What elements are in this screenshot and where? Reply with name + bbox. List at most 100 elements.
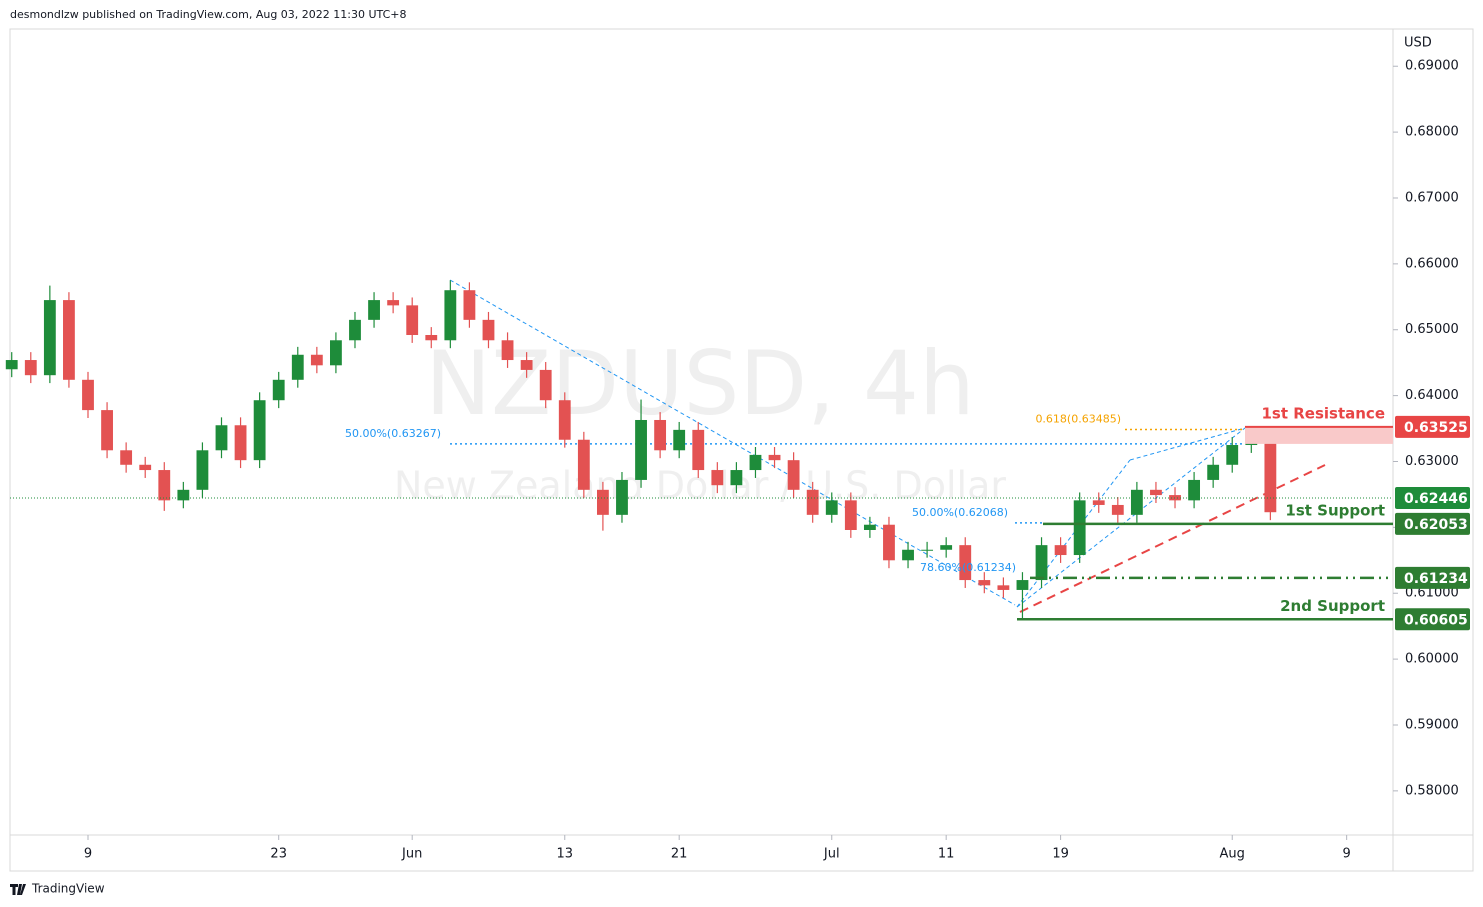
x-tick-label: 13 [556,847,573,862]
candle-body [177,489,190,501]
footer: TradingView [31,882,105,896]
candle-body [1073,500,1086,556]
y-tick-label: 0.58000 [1405,783,1459,798]
x-tick-label: 23 [270,847,287,862]
candle-body [1150,489,1162,496]
candle-body [158,470,171,501]
candle-body [368,300,380,320]
candle-body [24,360,37,376]
level-name: 1st Resistance [1261,404,1385,422]
x-tick-label: 9 [1343,847,1351,862]
fib-line [1016,427,1246,608]
candle-body [272,379,285,401]
fib-label: 50.00%(0.62068) [912,506,1008,519]
candle-body [63,300,75,380]
watermark-subtitle: New Zealand Dollar / U.S. Dollar [394,464,1006,508]
fib-label: 78.60%(0.61234) [920,561,1016,574]
candle-body [883,524,895,561]
logo-icon [10,884,26,895]
candle-body [730,470,743,486]
y-tick-label: 0.59000 [1405,717,1459,732]
candle-body [520,360,533,370]
candle-body [768,454,781,461]
candle-body [711,470,724,486]
candle-body [501,340,514,361]
candle-body [806,489,819,515]
candle-body [1264,439,1277,513]
candle-body [577,439,590,490]
candle-body [196,450,209,490]
level-badge [1395,415,1470,438]
trend-line [449,279,1016,606]
fib-line [1016,459,1131,608]
candle-body [1111,504,1124,515]
candle-body [5,360,18,370]
level-value: 0.63525 [1404,420,1468,436]
x-tick-label: Jul [823,847,840,862]
candle-body [616,479,628,515]
fib-label: 50.00%(0.63267) [345,427,441,440]
x-tick-label: 21 [671,847,688,862]
level-value: 0.62053 [1404,517,1468,533]
level-name: 1st Support [1285,501,1385,519]
candle-body [482,319,495,341]
candle-body [406,305,419,336]
candle-body [1207,464,1220,480]
candle-body [1054,545,1067,556]
candle-body [1092,500,1105,505]
trend-line [1019,464,1326,613]
drawings [449,279,1326,613]
candle-body [444,290,457,341]
header: desmondlzw published on TradingView.com,… [10,8,407,21]
fib-line [1129,427,1246,461]
candle-body [997,585,1010,590]
candle-body [1226,445,1239,465]
y-tick-label: 0.69000 [1405,59,1459,74]
axis-unit: USD [1404,36,1432,51]
candle-body [596,489,609,515]
y-tick-label: 0.63000 [1405,454,1459,469]
candle-body [1016,580,1029,590]
x-tick-label: Aug [1220,847,1245,862]
level-badge [1395,512,1470,535]
candle-body [82,379,94,411]
candle-body [387,300,400,306]
watermark: NZDUSD, 4h [425,332,975,435]
candle-body [43,300,56,376]
candle-body [978,580,991,586]
candle-body [101,410,113,451]
candle-body [844,500,857,530]
x-tick-label: 11 [938,847,955,862]
candle-body [558,400,571,440]
candle-body [825,500,838,515]
candle-body [959,545,972,581]
level-value: 0.62446 [1404,491,1468,507]
candle-body [234,425,247,461]
candle-body [463,290,476,320]
candle-body [1169,495,1181,501]
candle-body [1130,489,1143,515]
x-tick-label: 19 [1052,847,1069,862]
candle-body [349,319,361,341]
candle-body [940,545,953,550]
y-tick-label: 0.60000 [1405,652,1459,667]
candle-body [253,400,266,461]
level-badge [1395,608,1470,631]
fib-label: 0.618(0.63485) [1035,413,1121,426]
y-tick-label: 0.65000 [1405,322,1459,337]
candle-body [310,354,323,366]
candle-body [749,454,762,471]
x-tick-label: 9 [84,847,92,862]
candle-body [921,549,934,551]
candle-body [787,460,800,490]
y-tick-label: 0.61000 [1405,586,1459,601]
candle-body [215,425,228,451]
candle-body [1188,479,1201,501]
candle-body [635,419,647,480]
candle-body [902,549,914,561]
y-tick-label: 0.66000 [1405,256,1459,271]
candle-body [425,335,438,341]
candle-body [673,429,686,451]
